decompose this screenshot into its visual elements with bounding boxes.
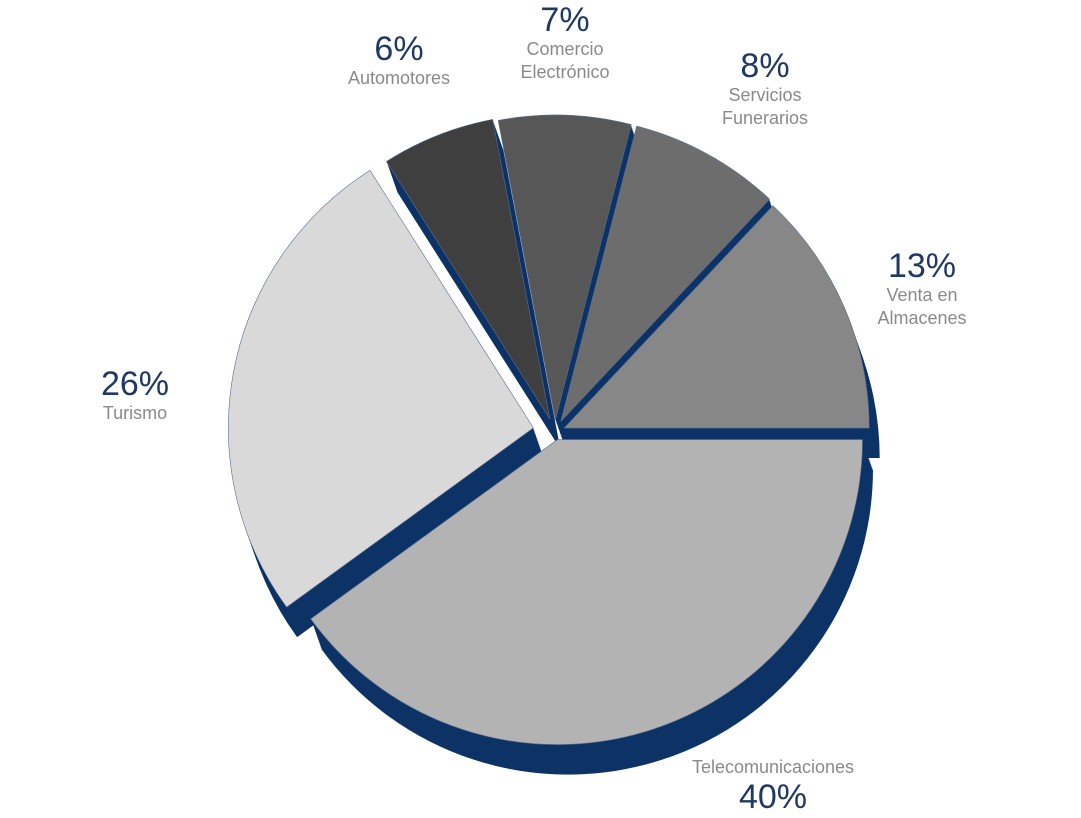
slice	[563, 205, 870, 429]
value-label: 26%	[100, 365, 170, 403]
slice-label: 6% Automotores	[329, 31, 469, 90]
slice-label: 40% Telecomunicaciones	[673, 756, 873, 815]
category-label: Automotores	[347, 68, 451, 88]
value-label: 8%	[740, 47, 790, 85]
category-label: Telecomunicaciones	[691, 757, 855, 777]
value-label: 7%	[540, 1, 590, 39]
value-label: 40%	[738, 778, 808, 816]
value-label: 6%	[374, 30, 424, 68]
category-label: Venta en Almacenes	[877, 285, 967, 328]
slice	[386, 119, 551, 420]
category-label: Servicios Funerarios	[721, 85, 809, 128]
slice	[228, 169, 534, 608]
slice-label: 26% Turismo	[75, 366, 195, 425]
category-label: Turismo	[102, 403, 168, 423]
slice-label: 13% Venta en Almacenes	[872, 248, 972, 330]
slice-label: 8% Servicios Funerarios	[715, 48, 815, 130]
slice	[560, 125, 770, 422]
value-label: 13%	[887, 247, 957, 285]
slice	[310, 439, 863, 745]
slice-label: 7% Comercio Electrónico	[513, 2, 618, 84]
category-label: Comercio Electrónico	[520, 39, 610, 82]
slice	[497, 114, 632, 421]
